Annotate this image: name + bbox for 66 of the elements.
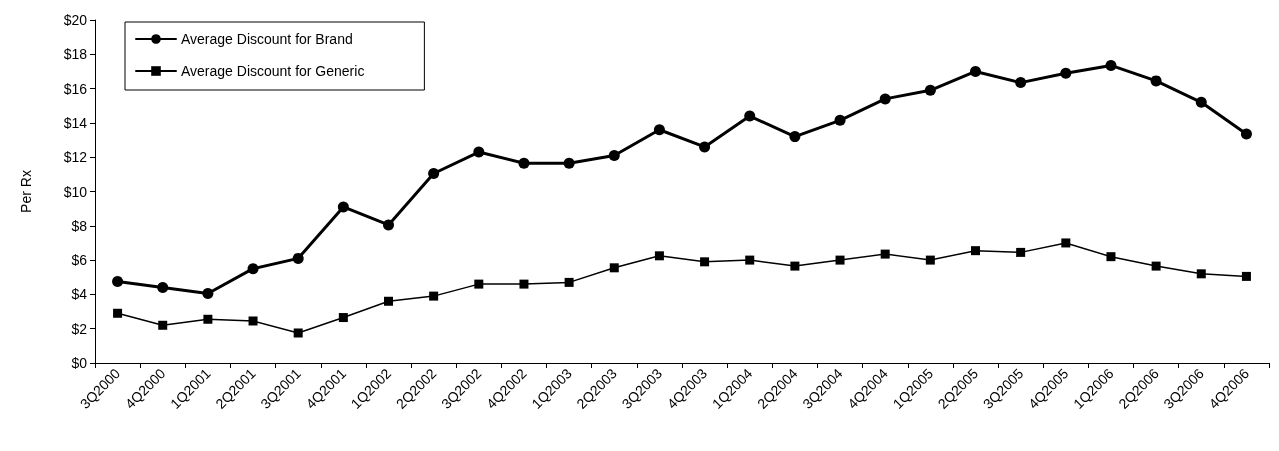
y-tick-label: $14 <box>63 114 88 131</box>
point <box>744 110 756 122</box>
y-tick-label: $0 <box>71 355 88 371</box>
point <box>113 308 123 318</box>
point <box>112 276 124 288</box>
point <box>970 65 981 77</box>
point <box>880 249 890 259</box>
point <box>248 316 258 326</box>
point <box>1196 269 1206 279</box>
point <box>202 288 214 300</box>
point <box>834 114 846 126</box>
point <box>1151 261 1161 271</box>
point <box>699 141 711 153</box>
point <box>789 131 801 143</box>
y-axis-title: Per Rx <box>18 170 34 213</box>
point <box>338 313 348 323</box>
point <box>608 149 620 161</box>
point <box>157 282 169 294</box>
point <box>835 255 845 265</box>
point <box>564 277 574 287</box>
legend-label: Average Discount for Brand <box>181 31 353 47</box>
point <box>384 296 393 306</box>
point <box>518 157 530 169</box>
point <box>1150 75 1162 87</box>
y-tick-label: $18 <box>63 46 88 63</box>
point <box>474 279 484 289</box>
point <box>879 93 891 105</box>
point <box>1015 77 1027 89</box>
point <box>1016 247 1026 257</box>
point <box>1105 59 1117 71</box>
point <box>1240 128 1252 140</box>
y-tick-label: $4 <box>71 286 88 303</box>
point <box>293 328 303 338</box>
point <box>1106 252 1116 262</box>
point <box>473 146 485 158</box>
point <box>1061 238 1071 248</box>
point <box>609 263 619 273</box>
y-tick-label: $8 <box>71 217 88 234</box>
y-tick-label: $6 <box>71 252 88 269</box>
point <box>429 291 439 301</box>
y-tick-label: $16 <box>63 80 88 97</box>
y-tick-label: $12 <box>63 149 88 166</box>
y-tick-label: $2 <box>71 320 88 337</box>
point <box>700 257 710 267</box>
legend-label: Average Discount for Generic <box>181 63 365 79</box>
y-tick-label: $10 <box>63 183 88 200</box>
point <box>971 246 980 256</box>
point <box>563 157 575 169</box>
point <box>383 219 394 231</box>
point <box>1195 96 1207 108</box>
point <box>924 84 936 96</box>
point <box>653 124 665 136</box>
point <box>428 168 440 179</box>
point <box>1241 271 1251 281</box>
point <box>203 314 213 324</box>
point <box>1060 67 1072 79</box>
point <box>790 261 800 271</box>
point <box>292 252 304 264</box>
point <box>654 251 664 261</box>
point <box>745 255 755 265</box>
point <box>925 255 935 265</box>
y-tick-label: $20 <box>63 12 88 28</box>
point <box>247 263 259 275</box>
point <box>337 201 349 213</box>
point <box>158 320 168 330</box>
point <box>519 279 529 289</box>
